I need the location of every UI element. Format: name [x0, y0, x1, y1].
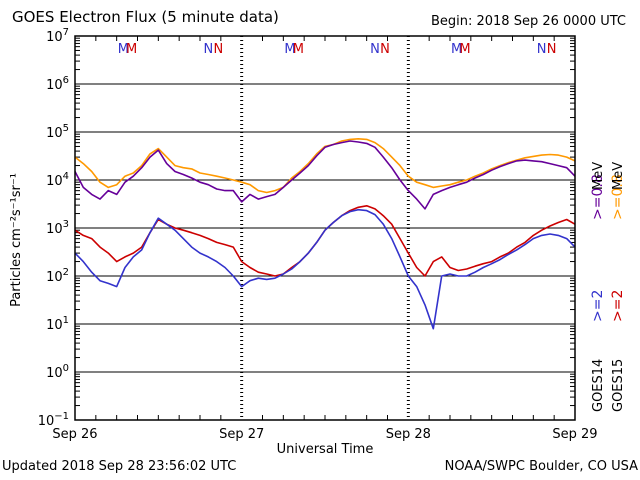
updated-time: Updated 2018 Sep 28 23:56:02 UTC: [2, 459, 237, 474]
mn-marker: N: [537, 42, 547, 57]
y-tick-label: 102: [46, 267, 69, 285]
y-tick-label: 101: [46, 315, 69, 333]
x-tick-label: Sep 26: [52, 427, 97, 442]
x-tick-labels: Sep 26 Sep 27 Sep 28 Sep 29: [52, 427, 597, 442]
mn-marker: M: [284, 42, 295, 57]
legend-unit: MeV: [591, 162, 606, 190]
legend-entry: >=2: [590, 290, 606, 322]
series-line: [74, 138, 576, 194]
mn-marker: M: [293, 42, 304, 57]
mn-markers: MM N N MM N N MM N N: [118, 42, 557, 57]
y-tick-labels: 10−1 100 101 102 103 104 105 106 107: [38, 27, 69, 429]
plot-border: [74, 35, 576, 421]
y-axis-label: Particles cm⁻²s⁻¹sr⁻¹: [9, 173, 24, 307]
legend-entry: >=0.8: [610, 174, 626, 220]
mn-marker: M: [459, 42, 470, 57]
y-tick-label: 104: [46, 171, 69, 189]
chart-title: GOES Electron Flux (5 minute data): [12, 8, 279, 26]
y-tick-label: 10−1: [38, 411, 69, 429]
mn-marker: N: [547, 42, 557, 57]
mn-marker: N: [203, 42, 213, 57]
begin-time: Begin: 2018 Sep 26 0000 UTC: [430, 14, 626, 29]
mn-marker: N: [213, 42, 223, 57]
plot-frame: [74, 35, 576, 421]
mn-marker: M: [118, 42, 129, 57]
y-tick-label: 107: [46, 27, 69, 45]
series-line: [74, 205, 576, 277]
mn-marker: M: [451, 42, 462, 57]
y-tick-label: 103: [46, 219, 69, 237]
x-tick-label: Sep 29: [552, 427, 597, 442]
legend-satellite: GOES14: [591, 359, 606, 412]
y-tick-label: 105: [46, 123, 69, 141]
grid-lines: [75, 36, 575, 420]
minor-ticks: [75, 36, 575, 420]
y-tick-label: 100: [46, 363, 69, 381]
legend-entry: >=0.8: [590, 174, 606, 220]
legend-satellite: GOES15: [611, 359, 626, 412]
y-tick-label: 106: [46, 75, 69, 93]
x-tick-label: Sep 28: [386, 427, 431, 442]
mn-marker: N: [370, 42, 380, 57]
credit-text: NOAA/SWPC Boulder, CO USA: [444, 459, 638, 474]
series-line: [74, 208, 576, 330]
x-tick-label: Sep 27: [219, 427, 264, 442]
mn-marker: N: [380, 42, 390, 57]
legend-entry: >=2: [610, 290, 626, 322]
legend-unit: MeV: [611, 162, 626, 190]
x-axis-label: Universal Time: [277, 442, 374, 457]
series-line: [74, 140, 576, 210]
mn-marker: M: [126, 42, 137, 57]
series-lines: [74, 138, 576, 330]
